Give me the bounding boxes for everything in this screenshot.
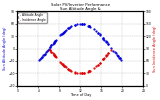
Y-axis label: Sun Incidence Angle (deg): Sun Incidence Angle (deg) xyxy=(153,25,157,72)
X-axis label: Time of Day: Time of Day xyxy=(70,93,91,97)
Title: Solar PV/Inverter Performance
Sun Altitude Angle &: Solar PV/Inverter Performance Sun Altitu… xyxy=(51,3,110,11)
Legend: Altitude Angle, Incidence Angle: Altitude Angle, Incidence Angle xyxy=(18,12,47,22)
Y-axis label: Sun Altitude Angle (deg): Sun Altitude Angle (deg) xyxy=(3,27,7,70)
